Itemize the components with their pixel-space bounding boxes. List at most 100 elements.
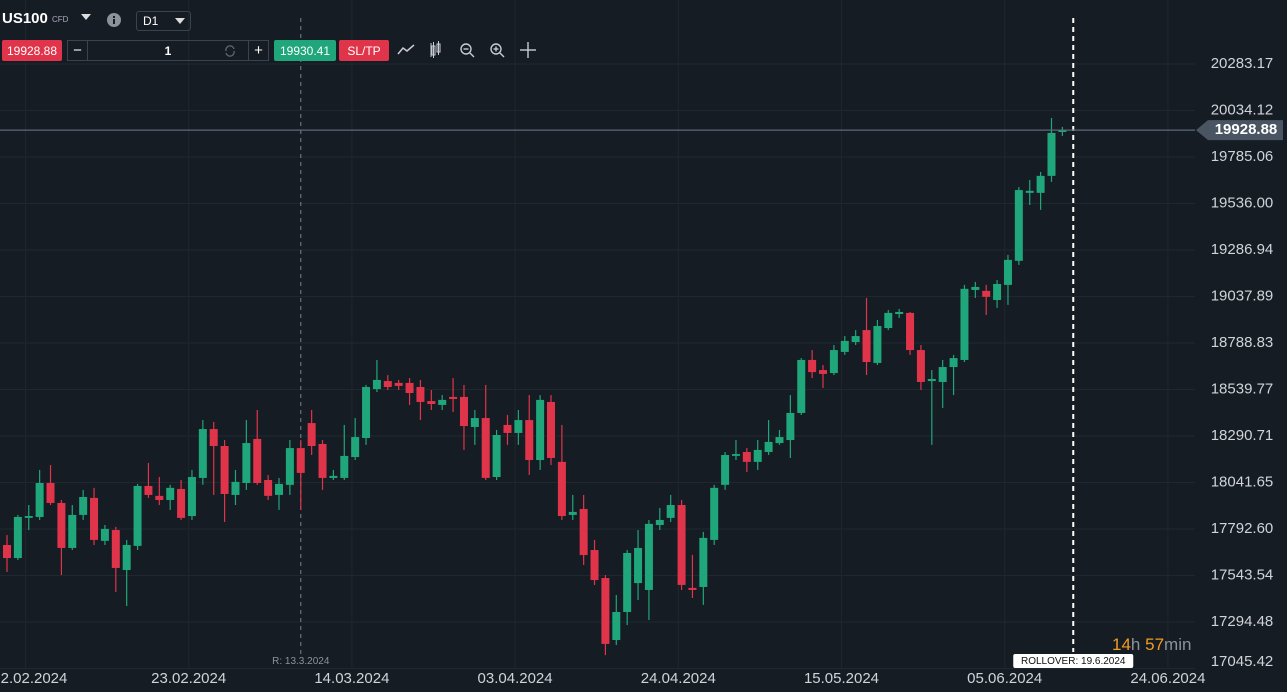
candle-body xyxy=(688,587,697,590)
candle-tool[interactable] xyxy=(430,41,441,58)
timeframe-select[interactable]: D1 xyxy=(136,11,191,31)
y-tick-label: 19037.89 xyxy=(1211,287,1274,304)
candle-body xyxy=(198,429,207,478)
quantity-input[interactable]: 1 xyxy=(88,40,248,61)
y-tick-label: 17792.60 xyxy=(1211,520,1274,537)
x-tick-label: 23.02.2024 xyxy=(151,670,226,687)
candle-body xyxy=(1058,130,1067,132)
candle-body xyxy=(177,488,186,518)
candle-body xyxy=(906,312,915,351)
buy-button[interactable]: 19930.41 xyxy=(274,40,336,61)
candle-body xyxy=(819,370,828,374)
candle-body xyxy=(187,477,196,517)
candle-body xyxy=(416,387,425,402)
candle-body xyxy=(1036,175,1045,193)
y-tick-label: 18539.77 xyxy=(1211,380,1274,397)
candle-body xyxy=(155,495,164,500)
x-tick-label: 15.05.2024 xyxy=(804,670,879,687)
candle-body xyxy=(144,485,153,495)
candle-body xyxy=(405,382,414,393)
candle-body xyxy=(949,358,958,368)
candle-body xyxy=(536,399,545,461)
candle-body xyxy=(122,544,131,570)
candle-body xyxy=(677,505,686,585)
candle-body xyxy=(525,420,534,461)
candle-body xyxy=(362,387,371,438)
y-tick-label: 20283.17 xyxy=(1211,55,1274,72)
countdown-unit: h xyxy=(1130,635,1141,654)
rollover-label: ROLLOVER: 19.6.2024 xyxy=(1021,656,1126,667)
candle-body xyxy=(470,418,479,427)
candle-body xyxy=(547,401,556,458)
pan-tool[interactable] xyxy=(520,42,536,58)
countdown-minutes: 57 xyxy=(1145,635,1165,654)
candle-body xyxy=(753,449,762,462)
candle-body xyxy=(231,481,240,495)
sl-tp-button[interactable]: SL/TP xyxy=(339,40,389,61)
current-price-label: 19928.88 xyxy=(1215,121,1278,138)
candle-body xyxy=(873,325,882,363)
candle-body xyxy=(274,483,283,495)
rollover-label: R: 13.3.2024 xyxy=(272,656,330,667)
y-tick-label: 18290.71 xyxy=(1211,427,1274,444)
y-tick-label: 19785.06 xyxy=(1211,148,1274,165)
x-tick-label: 03.04.2024 xyxy=(478,670,553,687)
candle-body xyxy=(90,497,99,540)
candle-body xyxy=(655,519,664,525)
candle-body xyxy=(1003,259,1012,285)
candle-body xyxy=(797,359,806,413)
candle-body xyxy=(2,544,11,559)
chart-tools xyxy=(397,41,536,58)
candle-body xyxy=(242,443,251,483)
candle-body xyxy=(35,482,44,517)
candle-body xyxy=(329,475,338,478)
increase-button[interactable]: + xyxy=(248,40,269,61)
candle-body xyxy=(590,550,599,581)
zoom-in-tool[interactable] xyxy=(490,43,505,58)
symbol-dropdown[interactable] xyxy=(80,13,92,21)
candle-body xyxy=(220,446,229,495)
candle-body xyxy=(764,441,773,452)
candle-body xyxy=(960,288,969,360)
candle-body xyxy=(895,311,904,315)
candle-body xyxy=(786,412,795,441)
candle-body xyxy=(253,438,262,483)
dropdown-arrow xyxy=(175,18,185,24)
rollover-label-box xyxy=(1013,654,1134,668)
candle-body xyxy=(503,424,512,433)
candle-body xyxy=(13,516,22,559)
y-tick-label: 17294.48 xyxy=(1211,613,1274,630)
candle-body xyxy=(971,286,980,290)
x-tick-label: 24.06.2024 xyxy=(1130,670,1205,687)
decrease-button[interactable]: − xyxy=(67,40,88,61)
candle-body xyxy=(449,396,458,399)
candle-body xyxy=(438,399,447,405)
candle-body xyxy=(916,350,925,382)
candle-body xyxy=(993,283,1002,301)
line-chart-tool[interactable] xyxy=(397,44,415,55)
candle-body xyxy=(264,480,273,496)
y-tick-label: 17543.54 xyxy=(1211,566,1274,583)
candle-body xyxy=(634,547,643,584)
x-tick-label: 05.06.2024 xyxy=(967,670,1042,687)
info-icon[interactable] xyxy=(106,12,122,28)
quantity: 1 xyxy=(164,43,172,58)
candle-body xyxy=(1047,132,1056,176)
candle-body xyxy=(133,485,142,546)
countdown-unit: min xyxy=(1164,635,1192,654)
candle-body xyxy=(808,359,817,373)
candle-body xyxy=(166,487,175,500)
symbol[interactable]: US100 xyxy=(2,9,48,27)
x-tick-label: 24.04.2024 xyxy=(641,670,716,687)
candle-body xyxy=(296,448,305,473)
zoom-out-tool[interactable] xyxy=(460,43,475,58)
candle-body xyxy=(318,443,327,478)
candle-body xyxy=(938,367,947,382)
candle-body xyxy=(623,553,632,612)
sell-button[interactable]: 19928.88 xyxy=(2,40,62,61)
candle-body xyxy=(710,487,719,540)
candle-body xyxy=(307,423,316,447)
candle-body xyxy=(57,502,66,548)
candle-body xyxy=(383,381,392,388)
